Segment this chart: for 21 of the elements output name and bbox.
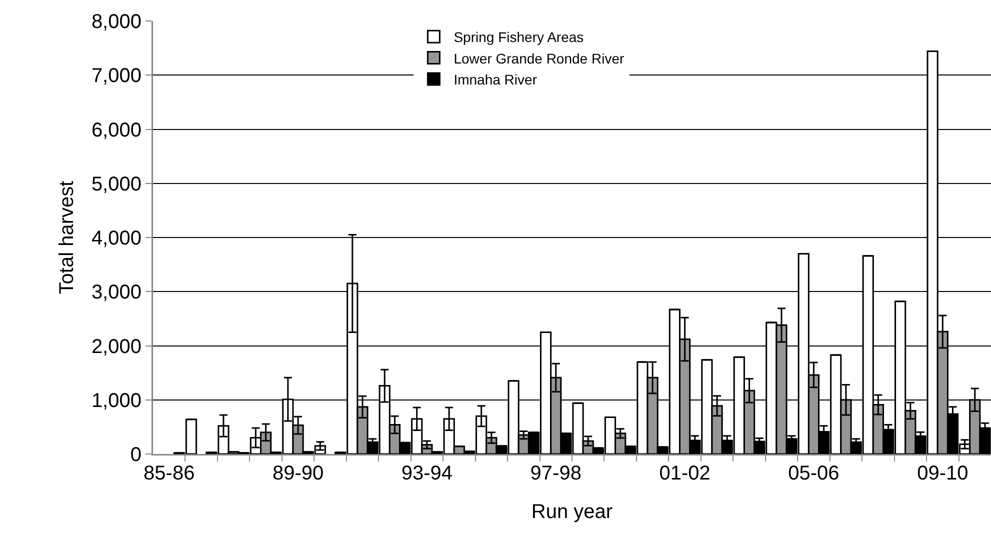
legend-label: Lower Grande Ronde River (454, 50, 624, 66)
legend-label: Spring Fishery Areas (454, 29, 584, 46)
y-tick-label: 7,000 (91, 65, 142, 88)
x-tick-label: 85-86 (144, 462, 195, 484)
y-tick-label: 1,000 (91, 390, 142, 412)
x-tick-label: 93-94 (401, 462, 453, 484)
x-tick-label: 05-06 (788, 462, 840, 484)
y-tick-label: 3,000 (91, 282, 142, 304)
x-tick-label: 09-10 (917, 462, 968, 484)
y-tick-label: 2,000 (91, 336, 142, 358)
y-tick-label: 8,000 (91, 11, 142, 33)
x-tick-label: 89-90 (272, 462, 324, 484)
x-tick-label: 97-98 (530, 462, 582, 484)
y-tick-label: 5,000 (91, 173, 142, 196)
y-tick-label: 4,000 (91, 228, 142, 250)
y-axis-title: Total harvest (56, 180, 78, 294)
x-axis-title: Run year (531, 500, 613, 523)
legend-label: Imnaha River (454, 71, 538, 88)
y-tick-label: 0 (130, 444, 142, 466)
x-tick-label: 01-02 (659, 462, 710, 484)
y-tick-label: 6,000 (91, 119, 142, 142)
